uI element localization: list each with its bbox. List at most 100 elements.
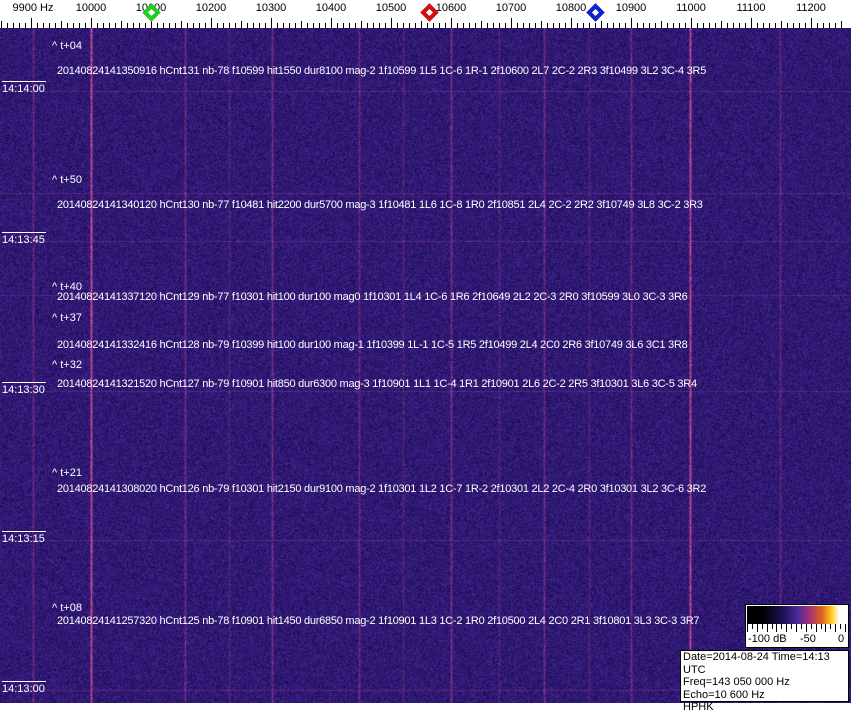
spectrogram-waterfall[interactable]: [0, 28, 851, 703]
detection-line: 20140824141308020 hCnt126 nb-79 f10301 h…: [57, 483, 707, 495]
axis-tick: [715, 23, 716, 28]
axis-tick: [523, 23, 524, 28]
detection-line: 20140824141337120 hCnt129 nb-77 f10301 h…: [57, 291, 688, 303]
axis-tick: [331, 18, 332, 28]
axis-tick: [163, 23, 164, 28]
axis-tick: [451, 18, 452, 28]
axis-tick: [1, 21, 2, 28]
axis-tick: [475, 23, 476, 28]
axis-tick: [85, 23, 86, 28]
detection-line: 20140824141332416 hCnt128 nb-79 f10399 h…: [57, 339, 688, 351]
colorbar-tick: [772, 624, 773, 629]
axis-unit-label: 9900 Hz: [12, 2, 54, 14]
axis-tick: [301, 21, 302, 28]
axis-tick: [337, 23, 338, 28]
axis-tick: [835, 23, 836, 28]
axis-tick: [223, 23, 224, 28]
axis-tick: [211, 18, 212, 28]
axis-tick: [139, 23, 140, 28]
time-label: 14:13:00: [2, 681, 46, 695]
axis-tick: [373, 23, 374, 28]
colorbar-tick: [801, 624, 802, 629]
time-label: 14:14:00: [2, 81, 46, 95]
time-label: 14:13:30: [2, 382, 46, 396]
axis-tick: [283, 23, 284, 28]
axis-tick: [241, 21, 242, 28]
axis-tick: [7, 23, 8, 28]
axis-tick: [79, 23, 80, 28]
freq-tick-label: 11200: [796, 2, 826, 14]
axis-tick: [529, 23, 530, 28]
axis-tick: [685, 23, 686, 28]
axis-tick: [511, 18, 512, 28]
colorbar-legend: -100 dB -50 0: [745, 604, 849, 648]
colorbar-tick: [791, 624, 792, 629]
axis-tick: [217, 23, 218, 28]
axis-tick: [433, 23, 434, 28]
colorbar-tick: [816, 624, 817, 632]
colorbar-tick: [821, 624, 822, 629]
axis-tick: [559, 23, 560, 28]
freq-tick-label: 10300: [255, 2, 287, 14]
axis-tick: [115, 23, 116, 28]
axis-tick: [271, 18, 272, 28]
info-date-time: Date=2014-08-24 Time=14:13 UTC: [683, 651, 830, 676]
axis-tick: [397, 23, 398, 28]
axis-tick: [595, 23, 596, 28]
colorbar-tick: [762, 624, 763, 629]
axis-tick: [19, 23, 20, 28]
colorbar-tick: [806, 624, 807, 632]
axis-tick: [121, 21, 122, 28]
colorbar-tick: [752, 624, 753, 629]
detection-line: 20140824141340120 hCnt130 nb-77 f10481 h…: [57, 199, 703, 211]
axis-tick: [469, 23, 470, 28]
axis-tick: [259, 23, 260, 28]
time-label: 14:13:15: [2, 531, 46, 545]
axis-tick: [181, 21, 182, 28]
axis-tick: [667, 23, 668, 28]
colorbar-tick: [747, 624, 748, 632]
axis-tick: [385, 23, 386, 28]
axis-tick: [619, 23, 620, 28]
axis-tick: [175, 23, 176, 28]
axis-tick: [505, 23, 506, 28]
axis-tick: [691, 18, 692, 28]
axis-tick: [325, 23, 326, 28]
axis-tick: [205, 23, 206, 28]
freq-tick-label: 10200: [195, 2, 227, 14]
axis-tick: [799, 23, 800, 28]
axis-tick: [199, 23, 200, 28]
axis-tick: [565, 23, 566, 28]
detection-line: 20140824141321520 hCnt127 nb-79 f10901 h…: [57, 378, 697, 390]
axis-tick: [481, 21, 482, 28]
axis-tick: [349, 23, 350, 28]
axis-tick: [253, 23, 254, 28]
blue-marker[interactable]: [586, 3, 605, 22]
info-freq: Freq=143 050 000 Hz: [683, 676, 790, 688]
info-box: Date=2014-08-24 Time=14:13 UTC Freq=143 …: [680, 650, 849, 713]
axis-tick: [583, 23, 584, 28]
axis-tick: [415, 23, 416, 28]
axis-tick: [55, 23, 56, 28]
detection-offset: ^ t+50: [52, 174, 82, 186]
axis-tick: [103, 23, 104, 28]
axis-tick: [307, 23, 308, 28]
colorbar-tick: [796, 624, 797, 632]
freq-tick-label: 10800: [555, 2, 587, 14]
axis-tick: [769, 23, 770, 28]
colorbar-tick: [781, 624, 782, 629]
colorbar-tick: [835, 624, 836, 632]
axis-tick: [487, 23, 488, 28]
colorbar-gradient: [747, 606, 847, 624]
freq-tick-label: 10900: [615, 2, 647, 14]
axis-tick: [25, 23, 26, 28]
axis-tick: [679, 23, 680, 28]
axis-tick: [697, 23, 698, 28]
axis-tick: [745, 23, 746, 28]
detection-line: 20140824141257320 hCnt125 nb-78 f10901 h…: [57, 615, 700, 627]
axis-tick: [829, 23, 830, 28]
colorbar-label-min: -100 dB: [748, 633, 787, 645]
axis-tick: [403, 23, 404, 28]
axis-tick: [67, 23, 68, 28]
detection-line: 20140824141350916 hCnt131 nb-78 f10599 h…: [57, 65, 707, 77]
